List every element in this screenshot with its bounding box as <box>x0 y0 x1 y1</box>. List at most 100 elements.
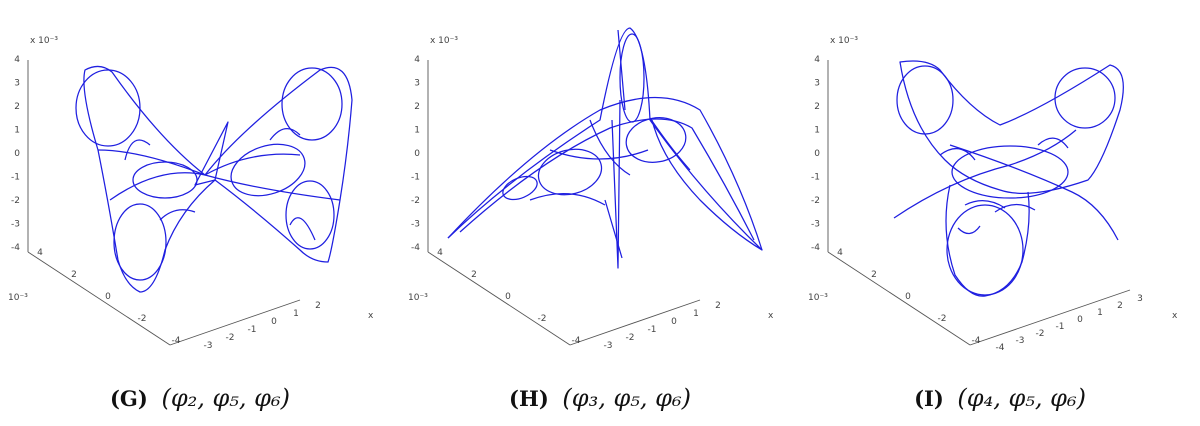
x-axis-line <box>169 299 301 346</box>
y-tick-label: 4 <box>837 248 843 258</box>
x-tick-label: -1 <box>1056 322 1065 332</box>
y-tick-label: -4 <box>972 336 981 346</box>
curve-mesh <box>939 137 1069 235</box>
x-tick-label: -1 <box>648 325 657 335</box>
curve-diagonal-right <box>949 144 1119 241</box>
caption-tag: (G) <box>110 386 148 411</box>
curve-i <box>893 60 1124 297</box>
plot-i: x 10⁻³ 4 3 2 1 0 -1 -2 -3 -4 10⁻³ 4 2 0 -2 -4 -4 -3 -2… <box>808 36 1178 353</box>
loop-upper-left <box>75 69 141 147</box>
x-tick-label: 1 <box>1097 308 1103 318</box>
z-tick-label: -2 <box>11 196 20 206</box>
x-tick-label: 1 <box>293 309 299 319</box>
z-tick-label: 1 <box>414 126 420 136</box>
curve-h <box>447 27 763 269</box>
x-tick-label: 0 <box>271 317 277 327</box>
x-tick-label: -2 <box>1036 329 1045 339</box>
y-tick-label: -4 <box>172 336 181 346</box>
y-multiplier-label: 10⁻³ <box>8 293 28 303</box>
curve-spike-right <box>604 29 626 259</box>
x-tick-labels: -4 -3 -2 -1 0 1 2 3 <box>996 294 1143 353</box>
caption-math: (φ₃, φ₅, φ₆) <box>562 384 691 412</box>
curve-outline <box>899 60 1124 194</box>
axes-g: x 10⁻³ 4 3 2 1 0 -1 -2 -3 -4 10⁻³ 4 2 0 -2 -4 -3 -2 -1… <box>8 36 374 351</box>
loop-lower <box>946 204 1024 296</box>
axes-h: x 10⁻³ 4 3 2 1 0 -1 -2 -3 -4 10⁻³ 4 2 0 -2 -4 -3 -2 -1… <box>408 36 774 351</box>
z-tick-label: -2 <box>811 196 820 206</box>
z-tick-label: -3 <box>11 220 20 230</box>
plot-h: x 10⁻³ 4 3 2 1 0 -1 -2 -3 -4 10⁻³ 4 2 0 -2 -4 -3 -2 -1… <box>408 27 774 351</box>
z-tick-label: 2 <box>814 102 820 112</box>
y-tick-label: 4 <box>37 248 43 258</box>
x-tick-label: -1 <box>248 325 257 335</box>
loop-center-left <box>132 161 198 199</box>
loop-mid-left <box>537 148 603 196</box>
panel-i: x 10⁻³ 4 3 2 1 0 -1 -2 -3 -4 10⁻³ 4 2 0 -2 -4 -4 -3 -2… <box>800 0 1200 426</box>
y-tick-label: 0 <box>105 292 111 302</box>
x-tick-label: -2 <box>626 333 635 343</box>
curve-outline <box>447 27 763 251</box>
caption-tag: (H) <box>509 386 549 411</box>
z-multiplier-label: x 10⁻³ <box>430 36 458 46</box>
y-tick-label: 0 <box>905 292 911 302</box>
z-tick-label: 2 <box>414 102 420 112</box>
z-tick-label: 0 <box>14 149 20 159</box>
x-tick-label: -3 <box>604 341 613 351</box>
caption-math: (φ₄, φ₅, φ₆) <box>957 384 1086 412</box>
y-axis-line <box>427 251 571 346</box>
loop-lower-left <box>113 203 167 281</box>
curve-spike-left <box>611 99 621 269</box>
caption-g: (G) (φ₂, φ₅, φ₆) <box>0 384 400 412</box>
z-tick-label: -2 <box>411 196 420 206</box>
z-tick-label: 3 <box>414 79 420 89</box>
x-tick-label: 1 <box>693 309 699 319</box>
y-axis-line <box>27 251 171 346</box>
x-tick-label: -3 <box>1016 336 1025 346</box>
z-tick-label: 2 <box>14 102 20 112</box>
panel-g: x 10⁻³ 4 3 2 1 0 -1 -2 -3 -4 10⁻³ 4 2 0 -2 -4 -3 -2 -1… <box>0 0 400 426</box>
x-tick-label: 0 <box>671 317 677 327</box>
loop-small <box>502 175 538 201</box>
x-axis-label: x <box>368 311 374 321</box>
y-axis-line <box>827 251 971 346</box>
y-tick-labels: 4 2 0 -2 -4 <box>837 248 981 346</box>
x-axis-label: x <box>768 311 774 321</box>
curve-mesh <box>529 117 691 206</box>
y-tick-labels: 4 2 0 -2 -4 <box>37 248 181 346</box>
z-tick-label: -4 <box>11 243 20 253</box>
z-tick-label: 4 <box>14 55 20 65</box>
y-tick-label: 4 <box>437 248 443 258</box>
y-tick-label: 2 <box>471 270 477 280</box>
z-tick-label: 3 <box>14 79 20 89</box>
x-axis-line <box>569 299 701 346</box>
y-multiplier-label: 10⁻³ <box>808 293 828 303</box>
z-tick-label: 0 <box>414 149 420 159</box>
caption-h: (H) (φ₃, φ₅, φ₆) <box>400 384 800 412</box>
x-tick-labels: -3 -2 -1 0 1 2 <box>204 301 321 351</box>
x-tick-label: 2 <box>1117 301 1123 311</box>
y-tick-labels: 4 2 0 -2 -4 <box>437 248 581 346</box>
z-tick-labels: 4 3 2 1 0 -1 -2 -3 -4 <box>411 55 420 253</box>
loop-mid-right <box>625 117 687 163</box>
y-tick-label: 2 <box>871 270 877 280</box>
x-tick-label: -4 <box>996 343 1005 353</box>
curve-spike <box>194 121 229 186</box>
panel-h: x 10⁻³ 4 3 2 1 0 -1 -2 -3 -4 10⁻³ 4 2 0 -2 -4 -3 -2 -1… <box>400 0 800 426</box>
z-tick-labels: 4 3 2 1 0 -1 -2 -3 -4 <box>11 55 20 253</box>
z-tick-label: 0 <box>814 149 820 159</box>
curve-outline <box>83 65 353 293</box>
z-tick-label: -4 <box>811 243 820 253</box>
z-tick-label: -3 <box>811 220 820 230</box>
x-tick-label: -2 <box>226 333 235 343</box>
plot-g: x 10⁻³ 4 3 2 1 0 -1 -2 -3 -4 10⁻³ 4 2 0 -2 -4 -3 -2 -1… <box>8 36 374 351</box>
x-tick-label: -3 <box>204 341 213 351</box>
loop-lower-right <box>285 180 335 250</box>
loop-upper-right <box>281 67 343 141</box>
loop-top <box>619 33 645 123</box>
y-tick-label: -2 <box>938 314 947 324</box>
x-tick-label: 0 <box>1077 315 1083 325</box>
z-tick-label: 3 <box>814 79 820 89</box>
curve-g <box>75 65 353 293</box>
x-axis-line <box>969 289 1131 346</box>
x-tick-label: 2 <box>315 301 321 311</box>
